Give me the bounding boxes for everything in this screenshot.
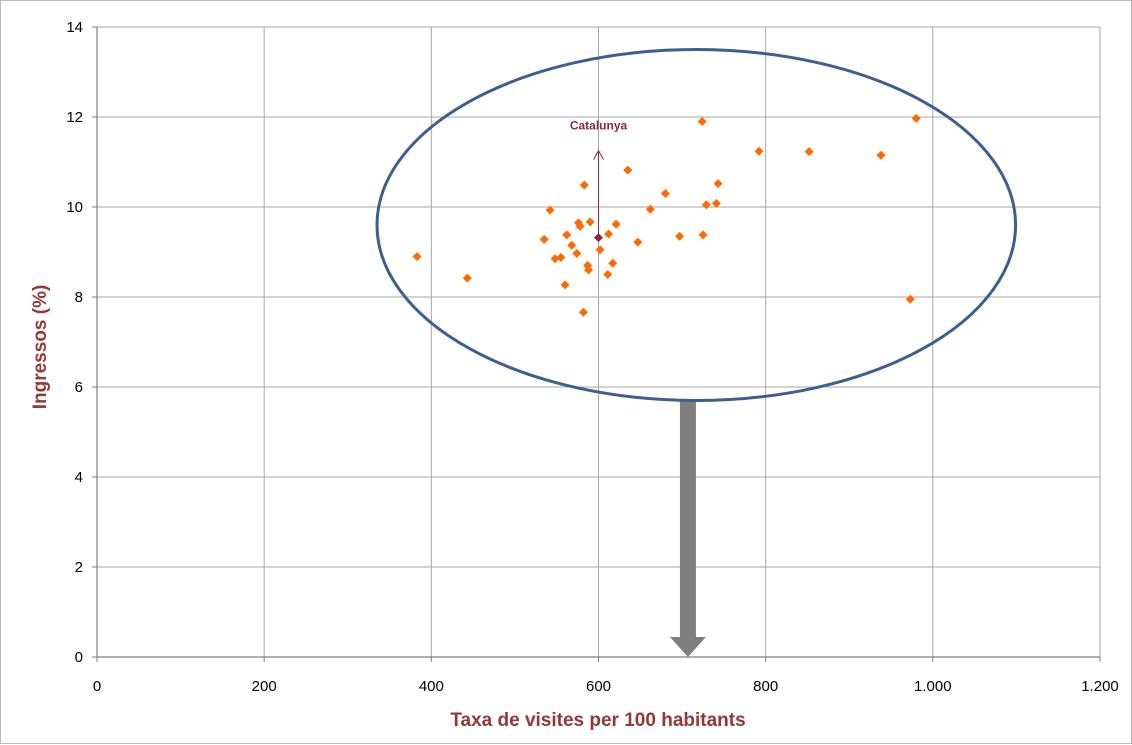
y-tick-label: 2 xyxy=(75,559,83,576)
highlight-ellipse xyxy=(375,48,1018,402)
data-point xyxy=(911,113,921,123)
x-tick-label: 400 xyxy=(419,678,444,695)
data-point xyxy=(645,204,655,214)
data-point xyxy=(462,273,472,283)
y-tick-label: 4 xyxy=(75,469,83,486)
data-point xyxy=(595,245,605,255)
data-point xyxy=(579,180,589,190)
data-point xyxy=(701,200,711,210)
data-point xyxy=(698,230,708,240)
x-tick-label: 800 xyxy=(753,678,778,695)
data-point xyxy=(412,252,422,261)
x-tick-label: 1.200 xyxy=(1081,678,1119,695)
y-axis-title: Ingressos (%) xyxy=(30,285,51,410)
data-point xyxy=(905,294,915,304)
data-point xyxy=(604,229,614,239)
y-tick-label: 6 xyxy=(75,379,83,396)
data-point xyxy=(567,240,577,250)
data-point xyxy=(585,217,595,227)
x-tick-label: 1.000 xyxy=(914,678,952,695)
x-tick-labels: 0 200 400 600 800 1.000 1.200 xyxy=(93,678,1119,695)
data-point xyxy=(608,258,618,268)
y-tick-label: 0 xyxy=(75,649,83,666)
data-point xyxy=(550,254,560,264)
down-arrow xyxy=(669,400,706,657)
data-point xyxy=(804,147,814,157)
catalunya-label: Catalunya xyxy=(570,119,628,133)
data-point xyxy=(611,219,621,229)
data-point xyxy=(711,198,721,208)
y-tick-label: 8 xyxy=(75,289,83,306)
data-point xyxy=(578,307,588,317)
data-point xyxy=(876,150,886,160)
x-tick-label: 600 xyxy=(586,678,611,695)
data-point xyxy=(603,270,613,279)
data-point xyxy=(660,189,670,198)
data-point xyxy=(572,248,582,258)
data-point xyxy=(623,165,633,175)
y-tick-labels: 0 2 4 6 8 10 12 14 xyxy=(66,19,83,666)
x-tick-label: 0 xyxy=(93,678,101,695)
data-point xyxy=(539,234,549,244)
data-point xyxy=(675,231,685,241)
x-tick-label: 200 xyxy=(252,678,277,695)
data-point xyxy=(633,237,643,247)
data-point xyxy=(754,146,764,156)
data-point xyxy=(556,252,566,262)
data-point xyxy=(697,117,707,126)
y-tick-label: 14 xyxy=(66,19,83,36)
data-point xyxy=(713,179,723,189)
x-axis-title: Taxa de visites per 100 habitants xyxy=(450,710,745,731)
catalunya-point xyxy=(594,233,603,243)
catalunya-arrow-head xyxy=(593,149,604,160)
annotations: Catalunya xyxy=(375,48,1018,657)
y-tick-label: 12 xyxy=(66,109,83,126)
data-point xyxy=(560,280,570,290)
data-point xyxy=(545,205,555,215)
data-point xyxy=(583,265,593,275)
data-points xyxy=(412,113,921,317)
data-point xyxy=(562,230,572,240)
y-tick-label: 10 xyxy=(66,199,83,216)
data-point xyxy=(575,221,585,231)
plot-axes xyxy=(92,26,1101,662)
